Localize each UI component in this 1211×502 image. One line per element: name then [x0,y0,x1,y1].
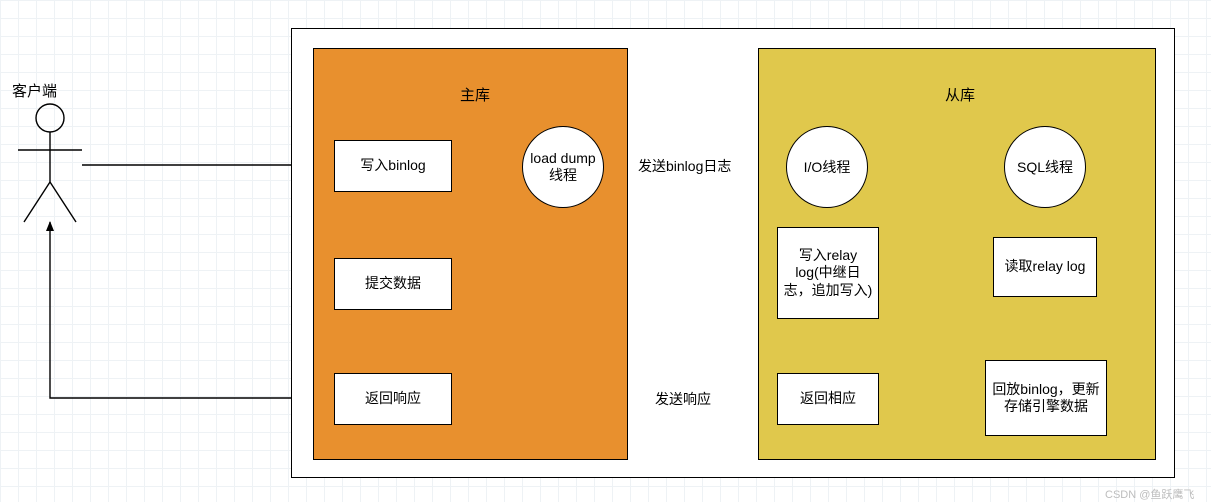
node-write-binlog: 写入binlog [334,140,452,192]
node-label: 返回相应 [800,390,856,408]
node-read-relay: 读取relay log [993,237,1097,297]
edge-label: 发送响应 [655,389,711,409]
node-label: 读取relay log [1005,258,1086,276]
actor-label: 客户端 [12,80,57,101]
node-label: 提交数据 [365,275,421,293]
node-label: 写入binlog [360,157,425,175]
node-label: I/O线程 [804,159,851,176]
node-relay-write: 写入relay log(中继日志，追加写入) [777,227,879,319]
node-sql-thread: SQL线程 [1004,126,1086,208]
node-label: SQL线程 [1017,159,1073,176]
node-commit: 提交数据 [334,258,452,310]
node-label: 回放binlog，更新存储引擎数据 [990,381,1102,416]
node-label: 写入relay log(中继日志，追加写入) [782,247,874,300]
node-io-thread: I/O线程 [786,126,868,208]
edge-label: 发送binlog日志 [638,156,731,176]
node-return-master: 返回响应 [334,373,452,425]
master-title: 主库 [425,84,525,105]
node-return-slave: 返回相应 [777,373,879,425]
actor-figure [18,104,82,222]
node-label: load dump线程 [527,150,599,184]
slave-title: 从库 [910,84,1010,105]
node-label: 返回响应 [365,390,421,408]
node-replay: 回放binlog，更新存储引擎数据 [985,360,1107,436]
node-load-dump: load dump线程 [522,126,604,208]
